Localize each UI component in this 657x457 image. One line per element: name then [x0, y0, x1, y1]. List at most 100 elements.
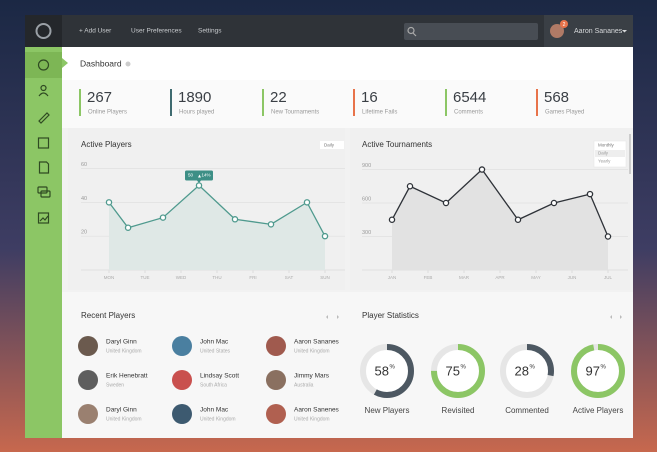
player-name[interactable]: Aaron Sananes	[294, 339, 340, 346]
stat-value: 6544	[453, 89, 486, 106]
section-title: Player Statistics	[362, 311, 419, 320]
x-tick-label: SAT	[285, 275, 294, 280]
tooltip-pointer	[197, 180, 201, 183]
player-avatar[interactable]	[172, 336, 192, 356]
nav-item[interactable]: + Add User	[79, 28, 112, 35]
stat-accent	[79, 89, 81, 116]
player-avatar[interactable]	[172, 404, 192, 424]
donut-value: 75	[446, 363, 460, 378]
dropdown-label: Monthly	[598, 143, 615, 148]
donut-unit: %	[461, 365, 467, 371]
sidebar	[25, 47, 62, 438]
sidebar-active[interactable]	[25, 52, 62, 78]
stat-label: Games Played	[545, 110, 584, 116]
line	[391, 168, 609, 237]
section-title: Recent Players	[81, 311, 135, 320]
point	[442, 199, 450, 207]
next[interactable]	[337, 315, 339, 319]
player-name[interactable]: Erik Henebratt	[106, 373, 148, 380]
player-name[interactable]: Jimmy Mars	[294, 373, 330, 380]
dropdown-option-bg	[595, 150, 625, 157]
player-avatar[interactable]	[78, 404, 98, 424]
icon-chat[interactable]	[37, 186, 48, 194]
donut-unit: %	[601, 365, 607, 371]
stat-accent	[536, 89, 538, 116]
stat-accent	[353, 89, 355, 116]
icon-chat	[40, 190, 51, 198]
dropdown-option[interactable]: Daily	[598, 151, 609, 156]
player-avatar[interactable]	[172, 370, 192, 390]
stat-value: 1890	[178, 89, 211, 106]
header	[62, 47, 633, 80]
pagination	[326, 315, 622, 319]
nav-item[interactable]: User Preferences	[131, 28, 182, 35]
x-tick-label: MON	[104, 275, 115, 280]
player-avatar[interactable]	[266, 404, 286, 424]
donut-arc	[500, 344, 554, 398]
y-tick-label: 600	[362, 196, 371, 202]
x-tick-label: MAY	[531, 275, 540, 280]
y-tick-label: 20	[81, 230, 87, 236]
logo	[35, 23, 52, 39]
donut-arc	[360, 344, 414, 398]
player-country: United Kingdom	[294, 348, 330, 354]
scrollbar	[629, 134, 631, 174]
player-country: Australia	[294, 382, 314, 388]
x-tick-label: THU	[212, 275, 221, 280]
player-avatar[interactable]	[266, 370, 286, 390]
point	[321, 232, 329, 240]
stat-label: Hours played	[179, 110, 214, 116]
icon-pencil[interactable]	[38, 112, 50, 124]
area	[392, 169, 608, 270]
donut-unit: %	[530, 365, 536, 371]
player-avatar[interactable]	[78, 336, 98, 356]
donut-value: 28	[515, 363, 529, 378]
player-name[interactable]: Lindsay Scott	[200, 373, 239, 380]
stat-value: 16	[361, 89, 378, 106]
tooltip-arrow	[198, 174, 201, 178]
icon-user[interactable]	[40, 84, 47, 92]
donut-label: Commented	[505, 406, 549, 415]
title-dot	[125, 61, 131, 67]
icon-document[interactable]	[38, 161, 50, 174]
search-icon	[412, 32, 417, 37]
dropdown-option[interactable]: Yearly	[598, 159, 611, 164]
player-avatar[interactable]	[266, 336, 286, 356]
y-tick-label: 60	[81, 162, 87, 168]
next[interactable]	[620, 315, 622, 319]
point	[388, 216, 396, 224]
tooltip-change: 14%	[202, 173, 211, 178]
icon-calendar[interactable]	[37, 137, 50, 149]
prev[interactable]	[610, 315, 612, 319]
player-name[interactable]: Aaron Sanenes	[294, 407, 340, 414]
icon-chart	[39, 215, 49, 222]
player-avatar[interactable]	[78, 370, 98, 390]
icon-user	[38, 92, 49, 97]
sidebar-icons	[37, 59, 51, 224]
nav-item[interactable]: Settings	[198, 28, 222, 35]
player-country: United States	[200, 348, 231, 354]
player-country: United Kingdom	[106, 348, 142, 354]
player-country: Sweden	[106, 382, 124, 388]
prev[interactable]	[326, 315, 328, 319]
player-name[interactable]: Daryl Ginn	[106, 339, 137, 346]
player-name[interactable]: John Mac	[200, 407, 229, 414]
x-tick-label: WED	[176, 275, 187, 280]
x-tick-label: APR	[495, 275, 505, 280]
search-box[interactable]	[404, 23, 538, 40]
player-name[interactable]: John Mac	[200, 339, 229, 346]
donut-arc	[431, 344, 485, 398]
tooltip-value: 50	[188, 173, 194, 178]
y-tick-label: 40	[81, 196, 87, 202]
user-name[interactable]: Aaron Sananes	[574, 28, 623, 35]
point	[231, 216, 239, 223]
icon-info[interactable]	[37, 59, 50, 71]
stat-accent	[445, 89, 447, 116]
y-tick-label: 300	[362, 230, 371, 236]
stat-value: 267	[87, 89, 112, 106]
point	[105, 199, 113, 206]
player-name[interactable]: Daryl Ginn	[106, 407, 137, 414]
icon-chart[interactable]	[37, 212, 50, 224]
dropdown[interactable]	[320, 141, 344, 149]
